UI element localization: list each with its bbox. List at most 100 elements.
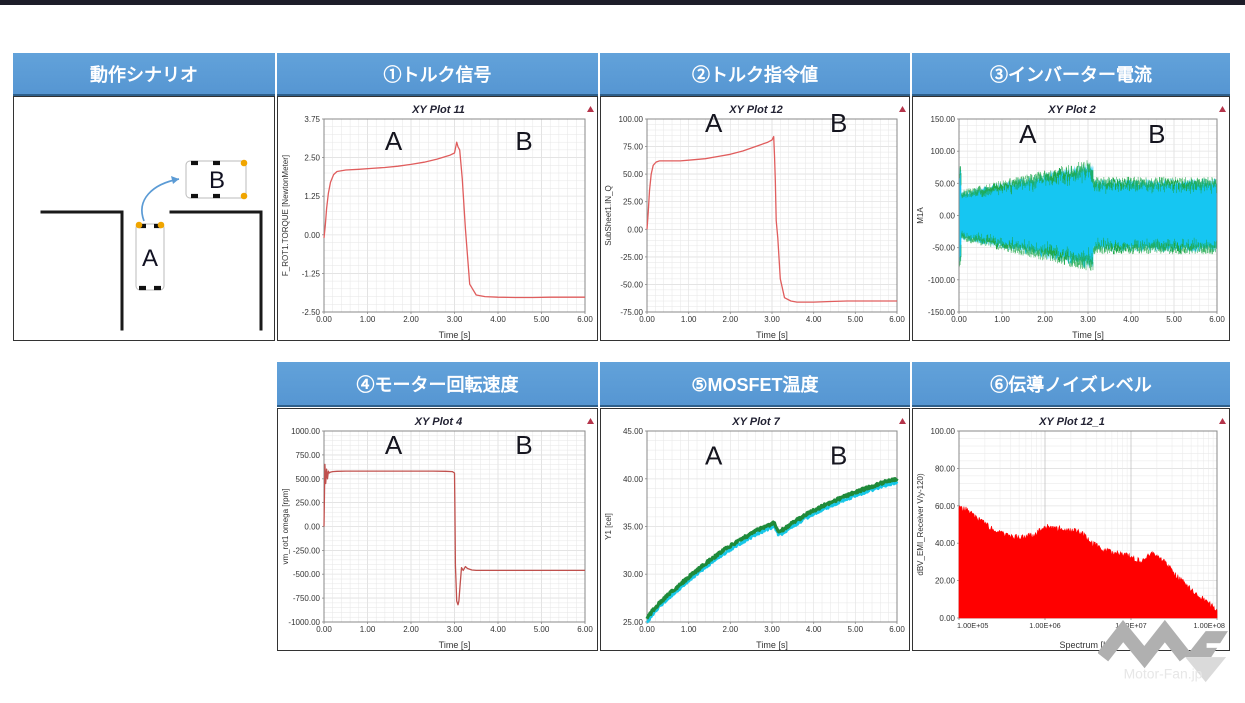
svg-text:3.00: 3.00 <box>447 315 463 324</box>
svg-text:50.00: 50.00 <box>935 179 956 188</box>
svg-text:0.00: 0.00 <box>951 315 967 324</box>
svg-text:0.00: 0.00 <box>316 315 332 324</box>
svg-text:35.00: 35.00 <box>623 523 644 532</box>
svg-text:Time [s]: Time [s] <box>439 640 471 650</box>
svg-text:XY Plot 7: XY Plot 7 <box>731 416 780 428</box>
svg-text:-750.00: -750.00 <box>293 594 321 603</box>
svg-text:Time [s]: Time [s] <box>756 640 788 650</box>
svg-text:F_ROT1.TORQUE [NewtonMeter]: F_ROT1.TORQUE [NewtonMeter] <box>281 155 290 276</box>
svg-text:5.00: 5.00 <box>848 625 864 634</box>
svg-text:40.00: 40.00 <box>623 475 644 484</box>
svg-text:Time [s]: Time [s] <box>756 330 788 340</box>
svg-text:B: B <box>830 440 847 470</box>
svg-text:SubSheet1.IN_Q: SubSheet1.IN_Q <box>604 185 613 245</box>
svg-text:0.00: 0.00 <box>939 614 955 623</box>
svg-text:XY Plot 12: XY Plot 12 <box>728 104 783 116</box>
svg-text:100.00: 100.00 <box>619 115 644 124</box>
svg-text:0.00: 0.00 <box>939 212 955 221</box>
svg-text:A: A <box>705 440 723 470</box>
svg-text:6.00: 6.00 <box>577 625 593 634</box>
svg-text:B: B <box>1148 119 1165 149</box>
svg-text:3.00: 3.00 <box>764 625 780 634</box>
svg-text:2.00: 2.00 <box>403 625 419 634</box>
svg-text:dBV_EMI_Receiver V/y-120): dBV_EMI_Receiver V/y-120) <box>916 473 925 576</box>
svg-text:0.00: 0.00 <box>304 231 320 240</box>
svg-text:6.00: 6.00 <box>889 625 905 634</box>
svg-text:-250.00: -250.00 <box>293 546 321 555</box>
svg-text:-50.00: -50.00 <box>620 280 643 289</box>
svg-text:0.00: 0.00 <box>639 625 655 634</box>
svg-text:-50.00: -50.00 <box>932 244 955 253</box>
svg-text:1.00E+06: 1.00E+06 <box>1029 621 1060 630</box>
svg-text:1.25: 1.25 <box>304 192 320 201</box>
svg-text:-25.00: -25.00 <box>620 253 643 262</box>
svg-text:1.00: 1.00 <box>681 625 697 634</box>
svg-text:3.00: 3.00 <box>447 625 463 634</box>
svg-text:100.00: 100.00 <box>931 427 956 436</box>
svg-text:25.00: 25.00 <box>623 198 644 207</box>
svg-text:2.00: 2.00 <box>723 315 739 324</box>
svg-text:5.00: 5.00 <box>848 315 864 324</box>
svg-text:-100.00: -100.00 <box>928 276 956 285</box>
svg-text:4.00: 4.00 <box>490 625 506 634</box>
svg-text:150.00: 150.00 <box>931 115 956 124</box>
svg-text:vm_rot1 omega [rpm]: vm_rot1 omega [rpm] <box>281 488 290 564</box>
svg-text:2.00: 2.00 <box>1037 315 1053 324</box>
svg-text:0.00: 0.00 <box>627 225 643 234</box>
svg-text:1.00: 1.00 <box>994 315 1010 324</box>
svg-text:6.00: 6.00 <box>1209 315 1225 324</box>
svg-text:40.00: 40.00 <box>935 539 956 548</box>
svg-text:1.00: 1.00 <box>360 315 376 324</box>
svg-text:100.00: 100.00 <box>931 147 956 156</box>
svg-text:1000.00: 1000.00 <box>291 427 320 436</box>
svg-text:45.00: 45.00 <box>623 427 644 436</box>
svg-text:2.00: 2.00 <box>403 315 419 324</box>
svg-text:1.00: 1.00 <box>681 315 697 324</box>
svg-text:B: B <box>209 167 225 194</box>
svg-text:-1.25: -1.25 <box>302 269 321 278</box>
svg-text:XY Plot 11: XY Plot 11 <box>411 104 465 116</box>
svg-text:0.00: 0.00 <box>304 523 320 532</box>
svg-text:4.00: 4.00 <box>806 625 822 634</box>
svg-text:Y1 [cel]: Y1 [cel] <box>604 513 613 540</box>
svg-text:250.00: 250.00 <box>296 499 321 508</box>
svg-text:6.00: 6.00 <box>577 315 593 324</box>
svg-text:B: B <box>515 126 532 156</box>
svg-text:A: A <box>385 430 403 460</box>
svg-text:4.00: 4.00 <box>490 315 506 324</box>
svg-text:5.00: 5.00 <box>534 315 550 324</box>
svg-text:3.75: 3.75 <box>304 115 320 124</box>
svg-text:4.00: 4.00 <box>1123 315 1139 324</box>
svg-text:A: A <box>1019 119 1037 149</box>
svg-text:5.00: 5.00 <box>534 625 550 634</box>
svg-text:60.00: 60.00 <box>935 502 956 511</box>
svg-text:A: A <box>705 108 723 138</box>
svg-text:1.00: 1.00 <box>360 625 376 634</box>
svg-text:A: A <box>142 245 158 272</box>
svg-text:80.00: 80.00 <box>935 464 956 473</box>
svg-text:0.00: 0.00 <box>639 315 655 324</box>
svg-text:2.00: 2.00 <box>723 625 739 634</box>
svg-text:XY Plot 2: XY Plot 2 <box>1047 104 1095 116</box>
svg-text:XY Plot 4: XY Plot 4 <box>414 416 462 428</box>
svg-text:Time [s]: Time [s] <box>1072 330 1104 340</box>
svg-text:M1A: M1A <box>916 207 925 224</box>
svg-text:B: B <box>515 430 532 460</box>
svg-text:50.00: 50.00 <box>623 170 644 179</box>
svg-text:5.00: 5.00 <box>1166 315 1182 324</box>
svg-text:1.00E+05: 1.00E+05 <box>957 621 988 630</box>
svg-text:-500.00: -500.00 <box>293 570 321 579</box>
svg-text:Time [s]: Time [s] <box>439 330 471 340</box>
svg-text:3.00: 3.00 <box>1080 315 1096 324</box>
svg-text:20.00: 20.00 <box>935 577 956 586</box>
svg-text:B: B <box>830 108 847 138</box>
svg-text:3.00: 3.00 <box>764 315 780 324</box>
svg-text:6.00: 6.00 <box>889 315 905 324</box>
svg-text:750.00: 750.00 <box>296 451 321 460</box>
svg-text:30.00: 30.00 <box>623 570 644 579</box>
svg-text:XY Plot 12_1: XY Plot 12_1 <box>1038 416 1105 428</box>
svg-text:4.00: 4.00 <box>806 315 822 324</box>
svg-text:500.00: 500.00 <box>296 475 321 484</box>
svg-text:2.50: 2.50 <box>304 154 320 163</box>
svg-text:Motor-Fan.jp: Motor-Fan.jp <box>1124 665 1203 681</box>
